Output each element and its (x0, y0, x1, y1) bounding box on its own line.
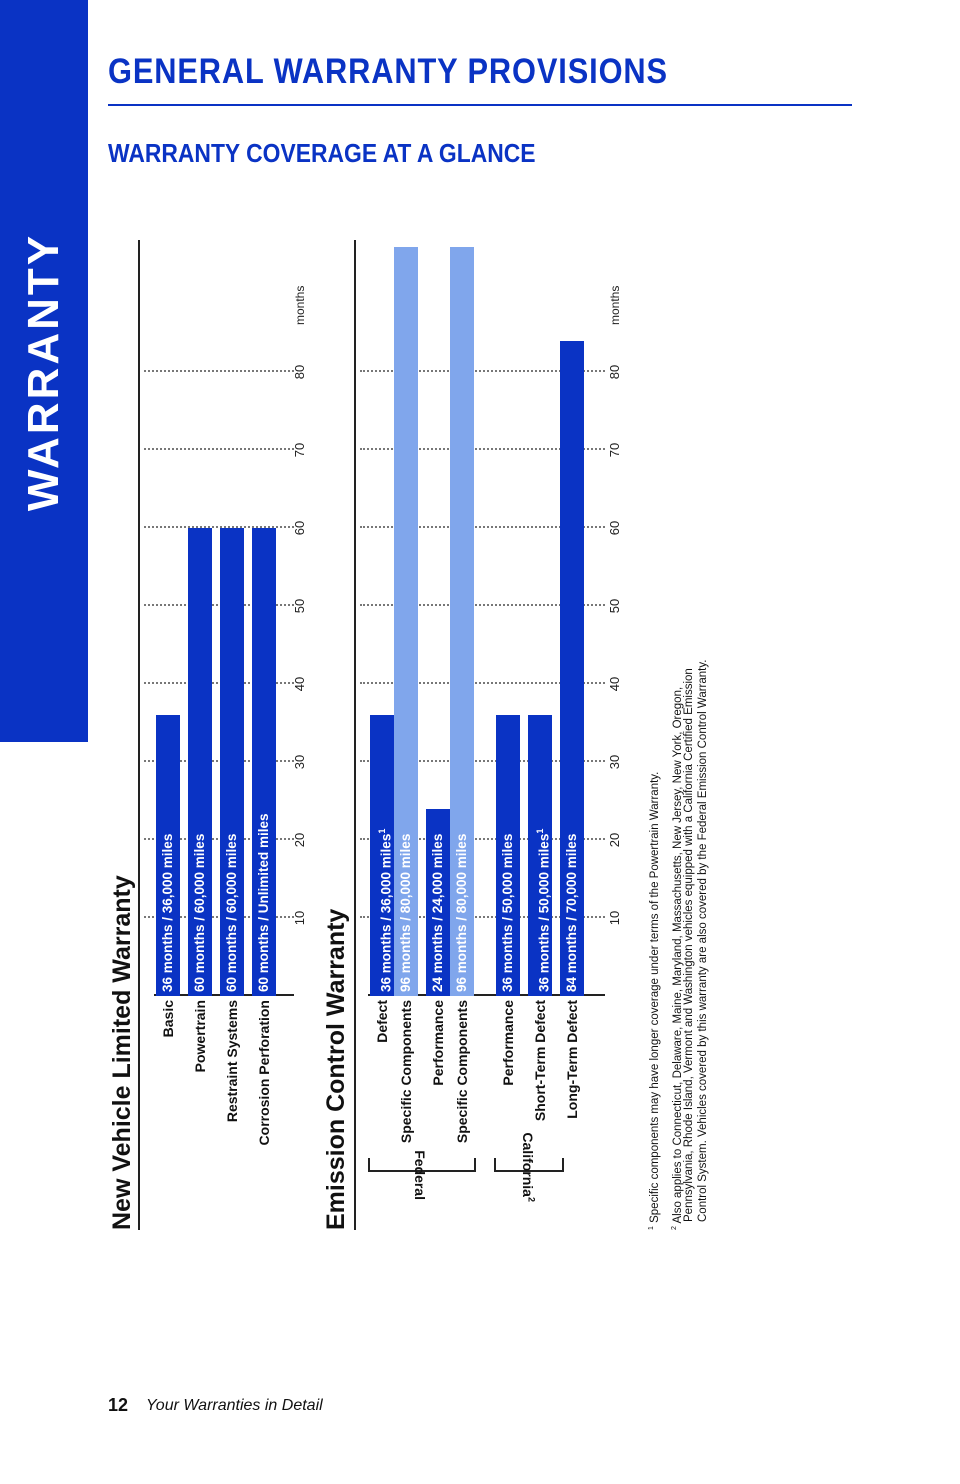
tick-label: 10 (607, 910, 622, 926)
axis-unit: months (293, 285, 307, 325)
tick-label: 40 (607, 676, 622, 692)
bar-text-corrosion: 60 months / Unlimited miles (256, 813, 271, 992)
tick-label: 70 (292, 442, 307, 458)
grid-line (144, 448, 294, 450)
bar-text-short-term: 36 months / 50,000 miles1 (535, 828, 552, 992)
tick-label: 70 (607, 442, 622, 458)
row-label-basic: Basic (160, 1000, 176, 1038)
axis-unit: months (608, 285, 622, 325)
warranty-chart: New Vehicle Limited Warranty Basic 36 mo… (100, 240, 740, 1230)
row-label-long-term: Long-Term Defect (564, 1000, 580, 1119)
bar-text-defect-specific: 96 months / 80,000 miles (398, 833, 413, 992)
bar-text-basic: 36 months / 36,000 miles (160, 833, 175, 992)
bar-text-powertrain: 60 months / 60,000 miles (192, 833, 207, 992)
page-caption: Your Warranties in Detail (146, 1397, 323, 1414)
new-vehicle-rule (138, 240, 140, 1230)
tick-label: 60 (292, 520, 307, 536)
title-rule (108, 104, 852, 106)
row-label-powertrain: Powertrain (192, 1000, 208, 1073)
bar-text-defect: 36 months / 36,000 miles1 (377, 828, 394, 992)
bar-text-performance-federal: 24 months / 24,000 miles (430, 833, 445, 992)
footnote-2-line-2: Pennsylvania, Rhode Island, Vermont and … (683, 668, 695, 1222)
row-label-restraint: Restraint Systems (224, 1000, 240, 1123)
page-number: 12 (108, 1395, 129, 1415)
grid-line (144, 370, 294, 372)
bar-text-performance-specific: 96 months / 80,000 miles (454, 833, 469, 992)
new-vehicle-title: New Vehicle Limited Warranty (108, 875, 136, 1230)
tick-label: 80 (607, 364, 622, 380)
sidebar-tab: WARRANTY (0, 0, 88, 742)
tick-label: 80 (292, 364, 307, 380)
tick-label: 20 (292, 832, 307, 848)
tick-label: 30 (607, 754, 622, 770)
row-label-specific-components-2: Specific Components (454, 1000, 470, 1144)
tick-label: 50 (607, 598, 622, 614)
bar-text-long-term: 84 months / 70,000 miles (564, 833, 579, 992)
bar-text-performance-ca: 36 months / 50,000 miles (500, 833, 515, 992)
tick-label: 50 (292, 598, 307, 614)
bar-text-restraint: 60 months / 60,000 miles (224, 833, 239, 992)
tick-label: 20 (607, 832, 622, 848)
row-label-performance-ca: Performance (500, 1000, 516, 1086)
emission-rule (354, 240, 356, 1230)
footnote-1: 1 Specific components may have longer co… (648, 771, 661, 1230)
tick-label: 60 (607, 520, 622, 536)
row-label-short-term: Short-Term Defect (532, 1000, 548, 1122)
emission-title: Emission Control Warranty (322, 908, 350, 1230)
page-subtitle: WARRANTY COVERAGE AT A GLANCE (108, 138, 536, 168)
sidebar-label: WARRANTY (19, 232, 68, 512)
row-label-specific-components-1: Specific Components (398, 1000, 414, 1144)
tick-label: 40 (292, 676, 307, 692)
page-title: GENERAL WARRANTY PROVISIONS (108, 52, 668, 91)
tick-label: 30 (292, 754, 307, 770)
row-label-corrosion: Corrosion Perforation (256, 1000, 272, 1146)
footnote-2-line-3: Control System. Vehicles covered by this… (697, 659, 709, 1222)
tick-label: 10 (292, 910, 307, 926)
